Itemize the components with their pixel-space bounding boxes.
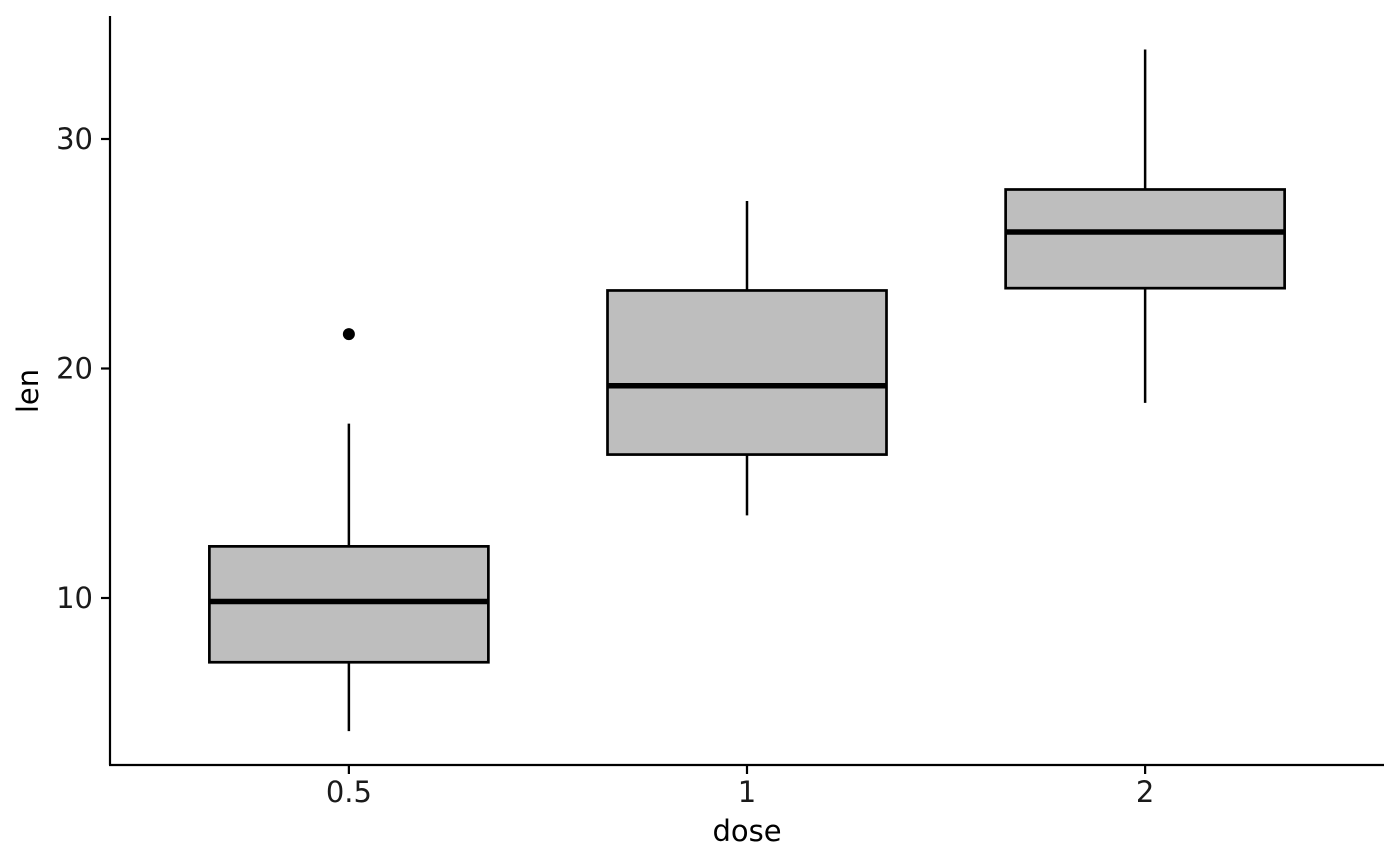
y-tick-label-30: 30 [56, 122, 93, 156]
box-1 [606, 289, 888, 456]
x-axis-title: dose [712, 814, 781, 848]
x-tick-label-1: 1 [738, 775, 756, 809]
box-group-2 [1004, 49, 1286, 403]
y-tick-label-10: 10 [56, 581, 93, 615]
y-tick-label-20: 20 [56, 352, 93, 386]
y-axis-title: len [11, 369, 45, 413]
x-tick-label-0.5: 0.5 [326, 775, 372, 809]
ticks: 0.5 1 2 10 20 30 [56, 122, 1154, 809]
box-0.5 [208, 545, 490, 664]
box-group-1 [606, 200, 888, 516]
box-2 [1004, 188, 1286, 290]
box-group-0.5 [208, 328, 490, 732]
outlier-point-0.5-0 [342, 328, 355, 341]
plot-area [208, 49, 1286, 732]
x-tick-label-2: 2 [1136, 775, 1154, 809]
